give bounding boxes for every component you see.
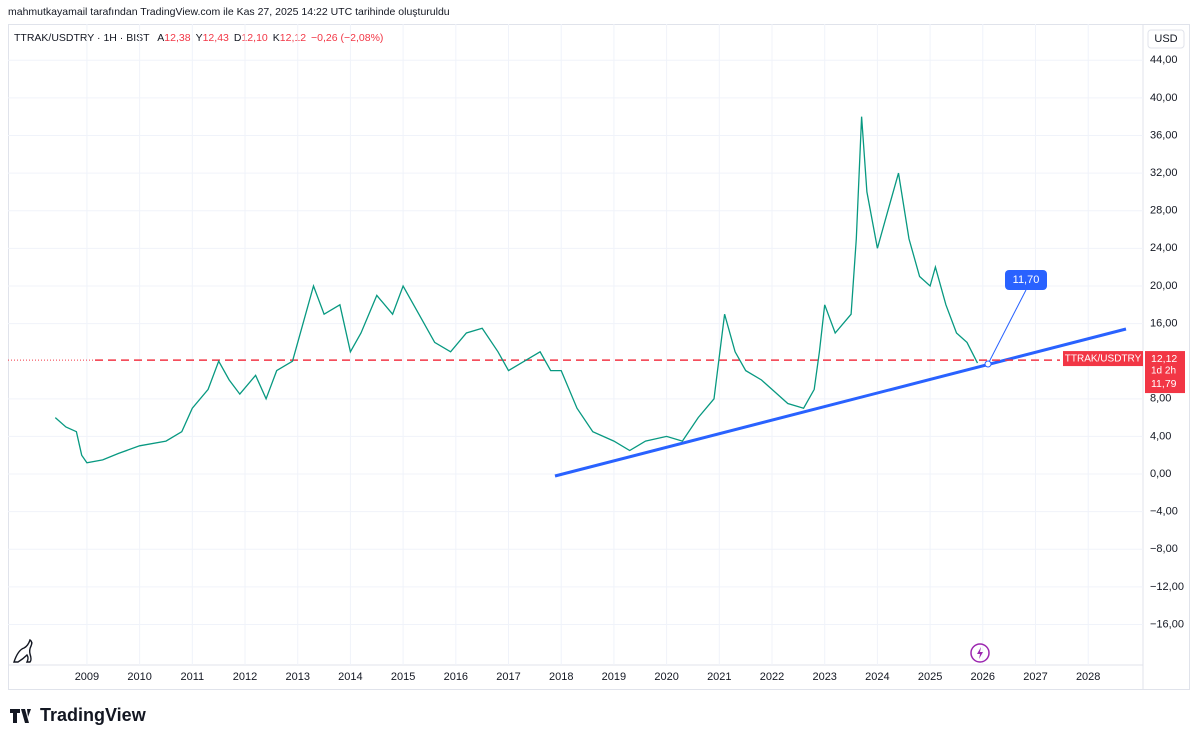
x-tick-label: 2016 xyxy=(444,671,468,683)
x-tick-label: 2018 xyxy=(549,671,573,683)
x-tick-label: 2023 xyxy=(812,671,836,683)
y-tick-label: 20,00 xyxy=(1150,280,1178,292)
y-tick-label: −16,00 xyxy=(1150,618,1184,630)
callout-box[interactable] xyxy=(1005,270,1047,290)
credit: mahmutkayamail tarafından TradingView.co… xyxy=(8,6,450,18)
currency-box[interactable] xyxy=(1147,29,1185,49)
x-tick-label: 2012 xyxy=(233,671,257,683)
event-bolt xyxy=(977,647,983,659)
y-tick-label: 4,00 xyxy=(1150,430,1171,442)
x-tick-label: 2014 xyxy=(338,671,362,683)
y-tick-label: 8,00 xyxy=(1150,393,1171,405)
last-price-label: 12,12 xyxy=(1151,353,1177,365)
ohlc-key: K xyxy=(272,32,280,44)
symbol-title: TTRAK/USDTRY · 1H · BIST xyxy=(14,32,150,44)
x-tick-label: 2024 xyxy=(865,671,889,683)
x-tick-label: 2013 xyxy=(285,671,309,683)
y-tick-label: 0,00 xyxy=(1150,468,1171,480)
ohlc-value: 12,12 xyxy=(279,32,307,44)
countdown: 1d 2h xyxy=(1151,366,1176,377)
logo-icon xyxy=(13,638,33,663)
x-tick-label: 2028 xyxy=(1076,671,1100,683)
y-tick-label: 16,00 xyxy=(1150,317,1178,329)
brand-logo xyxy=(10,709,31,723)
x-tick-label: 2021 xyxy=(707,671,731,683)
x-tick-label: 2011 xyxy=(181,671,205,683)
x-tick-label: 2027 xyxy=(1023,671,1047,683)
price-tag xyxy=(1145,351,1185,394)
frame xyxy=(8,24,1190,690)
ohlc-value: 12,10 xyxy=(241,32,268,44)
x-tick-label: 2020 xyxy=(654,671,678,683)
y-tick-label: −8,00 xyxy=(1150,543,1178,555)
callout-text: 11,70 xyxy=(1013,274,1040,286)
currency: USD xyxy=(1154,33,1177,45)
x-tick-label: 2017 xyxy=(496,671,520,683)
y-tick-label: 44,00 xyxy=(1150,54,1178,66)
ohlc-key: D xyxy=(233,32,242,44)
x-tick-label: 2015 xyxy=(391,671,415,683)
change: −0,26 (−2,08%) xyxy=(311,32,384,44)
ohlc-key: A xyxy=(157,32,165,44)
trend-line xyxy=(554,327,1127,478)
symbol-tag xyxy=(1063,351,1143,367)
ohlc-key: Y xyxy=(195,32,203,44)
symbol-legend: TTRAK/USDTRY · 1H · BIST A12,38 Y12,43 D12… xyxy=(14,32,383,44)
y-tick-label: −4,00 xyxy=(1150,506,1178,518)
callout-pointer xyxy=(987,289,1027,365)
low-label: 11,79 xyxy=(1151,378,1177,390)
event-icon[interactable] xyxy=(970,643,990,663)
y-tick-label: 40,00 xyxy=(1150,92,1178,104)
y-tick-label: 24,00 xyxy=(1150,242,1178,254)
y-tick-label: 32,00 xyxy=(1150,167,1178,179)
x-tick-label: 2026 xyxy=(971,671,995,683)
x-tick-label: 2009 xyxy=(75,671,99,683)
ohlc-value: 12,38 xyxy=(164,32,191,44)
callout-anchor xyxy=(984,360,992,368)
price-line xyxy=(54,116,979,464)
x-tick-label: 2019 xyxy=(602,671,626,683)
ohlc-value: 12,43 xyxy=(202,32,229,44)
x-tick-label: 2025 xyxy=(918,671,942,683)
symbol-label: TTRAK/USDTRY xyxy=(1065,354,1142,365)
x-tick-label: 2022 xyxy=(760,671,784,683)
brand-name: TradingView xyxy=(40,705,147,725)
x-tick-label: 2010 xyxy=(127,671,151,683)
y-tick-label: 28,00 xyxy=(1150,205,1178,217)
y-tick-label: −12,00 xyxy=(1150,581,1184,593)
y-tick-label: 36,00 xyxy=(1150,129,1178,141)
